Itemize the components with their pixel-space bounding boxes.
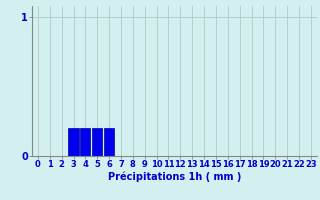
- Bar: [80, 128, 91, 156]
- Bar: [68, 128, 79, 156]
- Bar: [92, 128, 102, 156]
- X-axis label: Précipitations 1h ( mm ): Précipitations 1h ( mm ): [108, 172, 241, 182]
- Bar: [104, 128, 114, 156]
